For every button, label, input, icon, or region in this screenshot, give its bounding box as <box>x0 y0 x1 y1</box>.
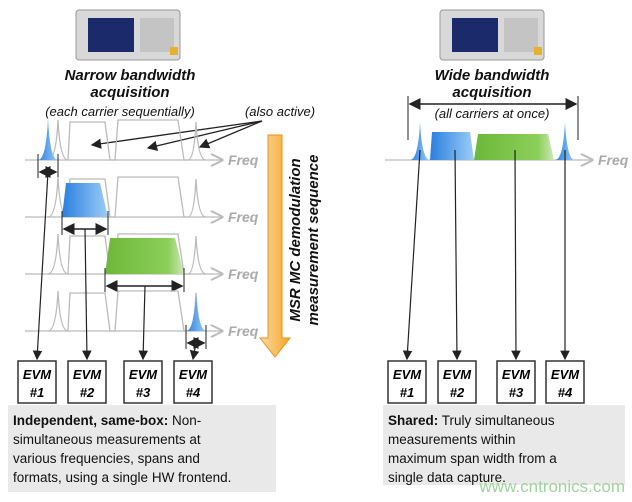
svg-text:EVM: EVM <box>73 367 102 382</box>
evm-arrow <box>511 149 521 361</box>
left-description: Independent, same-box: Non-simultaneous … <box>13 413 231 485</box>
right-title-1: Wide bandwidth <box>435 67 550 84</box>
svg-text:#2: #2 <box>80 385 95 400</box>
svg-text:EVM: EVM <box>502 367 531 382</box>
left-evm-box-1: EVM #1 <box>17 360 57 404</box>
evm-arrow <box>82 228 92 361</box>
also-active-arrows <box>90 120 263 151</box>
left-evm-box-2: EVM #2 <box>67 360 107 404</box>
freq-label: Freq <box>228 209 259 225</box>
also-active-label: (also active) <box>245 104 315 119</box>
svg-text:EVM: EVM <box>443 367 472 382</box>
sequence-arrow <box>258 134 292 358</box>
right-evm-box-2: EVM #2 <box>437 360 477 404</box>
evm-arrow <box>452 149 462 361</box>
svg-text:#1: #1 <box>400 385 414 400</box>
spectrum-row-2: Freq <box>25 176 259 235</box>
svg-text:#3: #3 <box>136 385 151 400</box>
spectrum-analyzer-image-right <box>439 9 545 61</box>
right-title-2: acquisition <box>452 84 531 101</box>
svg-text:EVM: EVM <box>551 367 580 382</box>
left-title-2: acquisition <box>90 84 169 101</box>
svg-text:#1: #1 <box>30 385 44 400</box>
freq-label: Freq <box>598 152 629 168</box>
freq-label: Freq <box>228 152 259 168</box>
freq-label: Freq <box>228 323 259 339</box>
evm-arrow <box>138 285 149 361</box>
right-evm-box-3: EVM #3 <box>496 360 536 404</box>
svg-text:EVM: EVM <box>393 367 422 382</box>
svg-text:#2: #2 <box>450 385 465 400</box>
spectrum-row-3: Freq <box>25 233 259 292</box>
evm-arrow <box>32 171 49 361</box>
spectrum-row-4: Freq <box>25 290 259 349</box>
left-title-1: Narrow bandwidth <box>65 67 196 84</box>
right-evm-box-1: EVM #1 <box>387 360 427 404</box>
left-evm-box-4: EVM #4 <box>173 360 213 404</box>
evm-arrow <box>189 342 200 361</box>
evm-arrow <box>402 149 421 361</box>
svg-text:#3: #3 <box>509 385 524 400</box>
right-evm-box-4: EVM #4 <box>545 360 585 404</box>
right-spectrum: Freq <box>385 122 629 168</box>
sequence-label-2: measurement sequence <box>305 155 322 326</box>
svg-text:#4: #4 <box>558 385 573 400</box>
svg-text:EVM: EVM <box>23 367 52 382</box>
right-subtitle: (all carriers at once) <box>435 106 550 121</box>
spectrum-analyzer-image-left <box>75 9 181 61</box>
spectrum-row-1: Freq <box>25 118 259 178</box>
left-evm-box-3: EVM #3 <box>123 360 163 404</box>
right-description: Shared: Truly simultaneous measurements w… <box>388 413 557 485</box>
left-subtitle: (each carrier sequentially) <box>45 104 195 119</box>
left-description-box <box>8 405 276 492</box>
watermark: www.cntronics.com <box>479 477 625 496</box>
right-description-box <box>383 405 625 485</box>
svg-text:EVM: EVM <box>179 367 208 382</box>
svg-text:#4: #4 <box>186 385 201 400</box>
freq-label: Freq <box>228 266 259 282</box>
svg-text:EVM: EVM <box>129 367 158 382</box>
left-spectrum-rows: Freq Freq Freq Freq <box>25 118 259 349</box>
sequence-label-1: MSR MC demodulation <box>287 158 304 321</box>
